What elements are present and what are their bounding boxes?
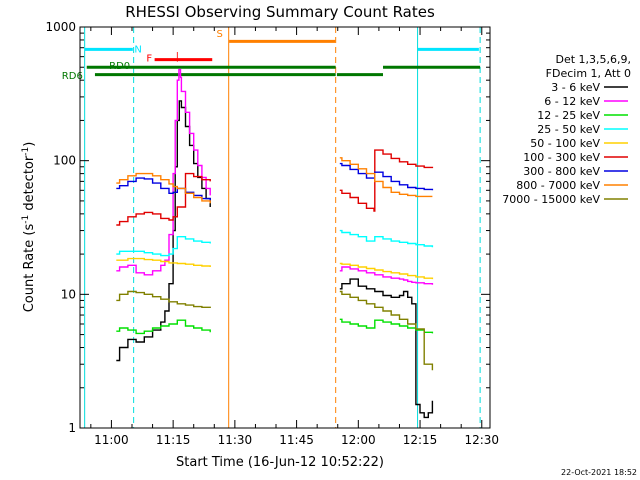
y-axis-label: Count Rate (s-1 detector-1) [21,142,37,313]
series-line [116,172,211,226]
chart-title: RHESSI Observing Summary Count Rates [125,3,435,21]
plot-frame [79,26,491,429]
series-line [339,149,434,212]
legend-entry: 300 - 800 keV [523,165,600,178]
legend-entry: 3 - 6 keV [551,81,600,94]
series-lines [116,68,434,419]
y-tick-label: 1000 [45,20,76,34]
flag-label-rd6: RD6 [62,71,83,82]
legend-entry: 25 - 50 keV [537,123,600,136]
flag-marker: | [176,52,179,63]
series-line [339,229,434,248]
series-line [116,172,211,204]
series-line [116,290,211,308]
x-axis-label: Start Time (16-Jun-12 10:52:22) [176,455,384,470]
series-line [339,157,433,198]
y-tick-label: 1 [68,421,76,435]
legend-entry: 100 - 300 keV [523,151,600,164]
x-tick-label: 11:00 [94,433,129,447]
legend-entry: 7000 - 15000 keV [502,193,600,206]
y-axis-label-sup: -1 [21,147,31,156]
legend-entry: 6 - 12 keV [544,95,600,108]
series-line [116,257,211,267]
series-line [339,290,434,371]
footer-date: 22-Oct-2021 18:52 [561,468,637,477]
series-line [339,278,434,419]
legend-header: FDecim 1, Att 0 [546,67,631,80]
x-tick-label: 11:15 [156,433,191,447]
x-tick-label: 12:15 [403,433,438,447]
x-tick-label: 11:45 [279,433,314,447]
y-axis-label-part: Count Rate (s [22,224,37,313]
series-line [116,100,211,362]
x-tick-label: 12:00 [341,433,376,447]
series-line [339,262,434,280]
x-tick-label: 12:30 [464,433,499,447]
series-line [116,68,211,276]
y-tick-label: 100 [53,154,76,168]
series-line [116,319,211,335]
axes: 11:00 11:15 11:30 11:45 12:00 12:15 12:30 1 10 10… [45,20,499,447]
flag-bars: N S F RD0 RD6 | [62,29,481,82]
series-line [339,162,434,191]
legend: Det 1,3,5,6,9,FDecim 1, Att 03 - 6 keV6 … [502,53,631,206]
y-tick-label: 10 [61,287,76,301]
vertical-markers [84,27,481,428]
x-tick-label: 11:30 [218,433,253,447]
flag-label-rd0: RD0 [109,61,130,72]
legend-entry: 50 - 100 keV [530,137,600,150]
series-line [339,266,434,285]
series-line [116,236,211,257]
flag-label-s: S [216,29,222,40]
legend-header: Det 1,3,5,6,9, [555,53,631,66]
y-axis-label-part: ) [22,142,37,147]
legend-entry: 800 - 7000 keV [516,179,600,192]
legend-entry: 12 - 25 keV [537,109,600,122]
y-axis-label-sup: -1 [21,215,31,224]
y-axis-label-part: detector [22,155,37,215]
flag-label-f: F [146,54,152,65]
series-line [339,318,434,334]
flag-label-n: N [134,44,141,55]
